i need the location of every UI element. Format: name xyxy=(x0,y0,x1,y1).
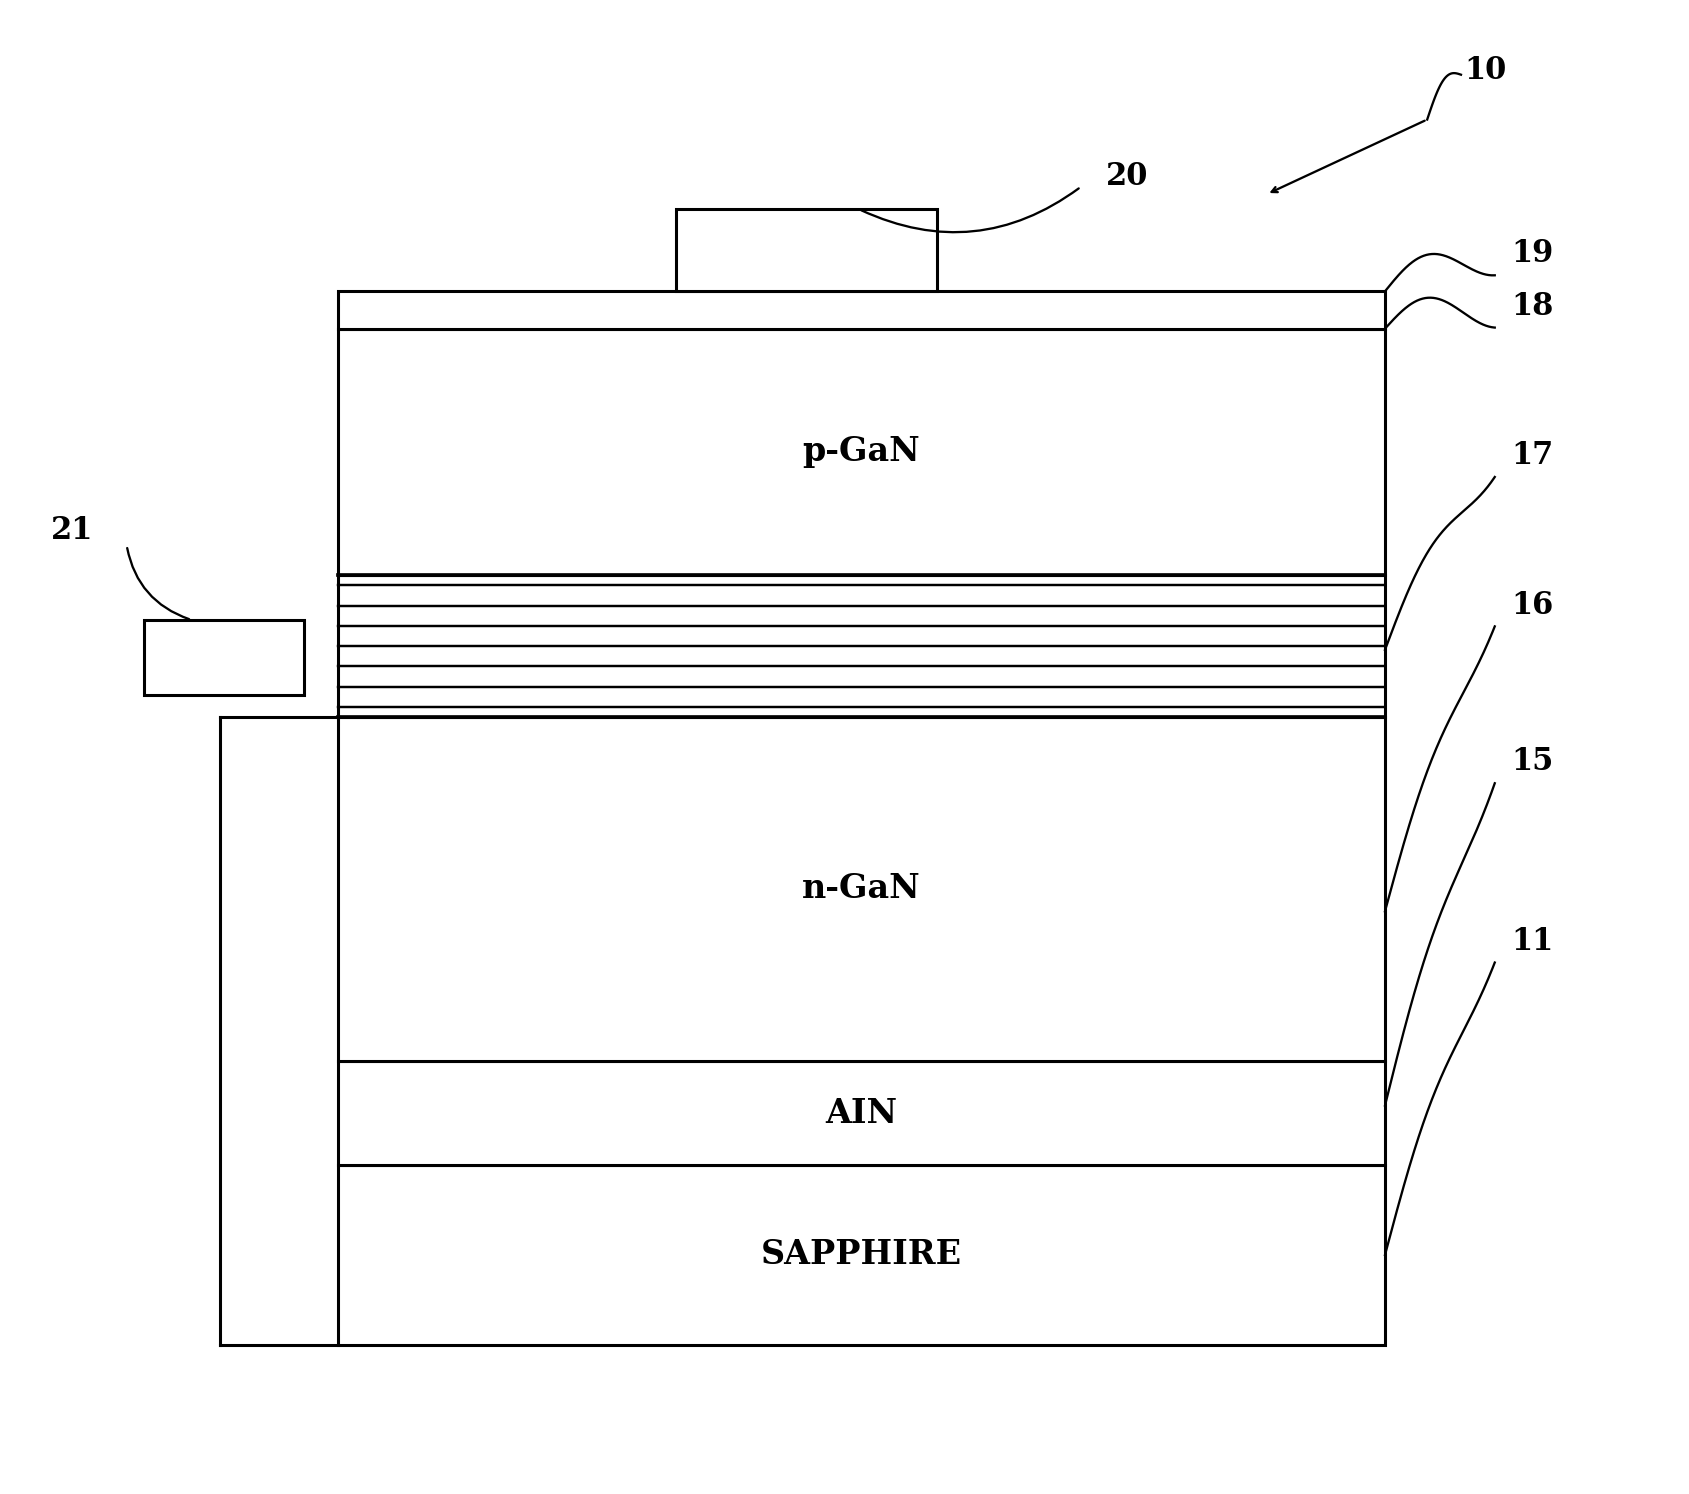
Text: 15: 15 xyxy=(1512,747,1554,777)
Text: 11: 11 xyxy=(1512,926,1554,956)
Bar xyxy=(338,717,1385,1061)
Text: 21: 21 xyxy=(51,515,93,545)
Text: AIN: AIN xyxy=(826,1097,897,1129)
Bar xyxy=(338,329,1385,575)
Text: 20: 20 xyxy=(1106,161,1149,191)
Text: 18: 18 xyxy=(1512,291,1554,321)
Text: 10: 10 xyxy=(1464,55,1507,85)
Text: 17: 17 xyxy=(1512,441,1554,471)
Bar xyxy=(338,575,1385,717)
Bar xyxy=(338,291,1385,329)
Text: SAPPHIRE: SAPPHIRE xyxy=(760,1239,963,1271)
Bar xyxy=(338,1061,1385,1165)
Text: n-GaN: n-GaN xyxy=(802,872,921,905)
Text: 19: 19 xyxy=(1512,239,1554,269)
Bar xyxy=(338,1165,1385,1345)
Bar xyxy=(676,209,937,291)
Bar xyxy=(144,620,304,695)
Text: 16: 16 xyxy=(1512,590,1554,620)
Text: p-GaN: p-GaN xyxy=(802,435,921,469)
